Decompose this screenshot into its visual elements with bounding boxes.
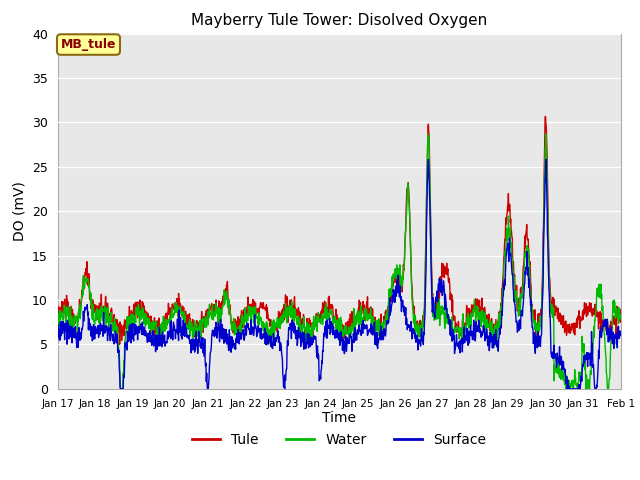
X-axis label: Time: Time <box>322 411 356 425</box>
Title: Mayberry Tule Tower: Disolved Oxygen: Mayberry Tule Tower: Disolved Oxygen <box>191 13 487 28</box>
Y-axis label: DO (mV): DO (mV) <box>12 181 26 241</box>
Legend: Tule, Water, Surface: Tule, Water, Surface <box>187 428 492 453</box>
Text: MB_tule: MB_tule <box>61 38 116 51</box>
